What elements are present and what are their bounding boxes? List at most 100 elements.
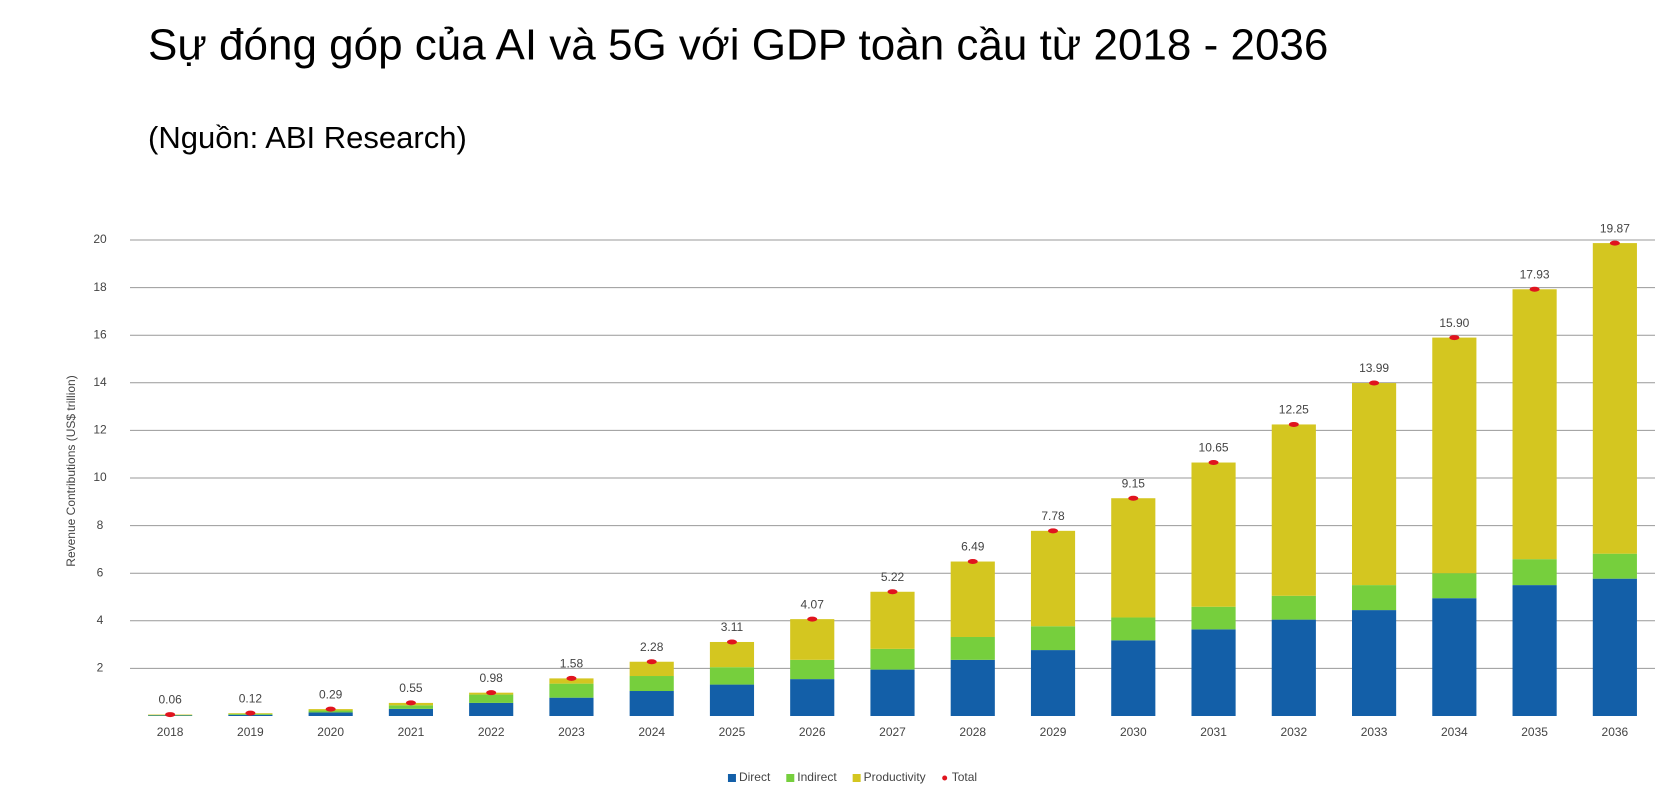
total-marker (1369, 380, 1380, 386)
x-tick-label: 2023 (558, 725, 585, 739)
bar-segment (1111, 640, 1156, 716)
bar-segment (629, 676, 674, 692)
bar-segment (1512, 585, 1557, 716)
x-tick-label: 2021 (398, 725, 425, 739)
bar-segment (709, 667, 755, 685)
legend-swatch (727, 774, 736, 782)
bar-segment (870, 669, 915, 716)
bar-segment (1111, 498, 1156, 618)
bar-segment (950, 659, 995, 716)
total-marker (245, 710, 256, 716)
bar-segment (950, 561, 995, 637)
total-marker (165, 712, 176, 718)
bar-segment (1352, 383, 1397, 586)
total-marker (807, 616, 818, 622)
bar-segment (469, 694, 514, 703)
bar-segment (1030, 650, 1076, 716)
x-tick-label: 2033 (1361, 725, 1388, 739)
x-tick-label: 2027 (879, 725, 906, 739)
bar-segment (1592, 578, 1637, 716)
bar-segment (790, 659, 835, 680)
bar-segment (1432, 598, 1477, 716)
y-tick-label: 8 (97, 518, 104, 532)
bar-segment (709, 684, 755, 716)
bar-segment (1191, 629, 1236, 716)
y-tick-label: 4 (97, 613, 104, 627)
total-marker (646, 659, 657, 665)
total-label: 12.25 (1279, 403, 1309, 417)
chart-subtitle: (Nguồn: ABI Research) (148, 120, 467, 155)
bar-segment (1271, 619, 1316, 716)
bar-segment (308, 712, 353, 716)
legend-label: Indirect (797, 770, 837, 784)
bar-segment (870, 648, 915, 670)
bar-segment (629, 661, 674, 677)
x-tick-label: 2028 (959, 725, 986, 739)
x-tick-label: 2034 (1441, 725, 1468, 739)
total-label: 7.78 (1041, 509, 1065, 523)
chart-title: Sự đóng góp của AI và 5G với GDP toàn cầ… (148, 21, 1328, 70)
legend-swatch (942, 775, 948, 781)
total-label: 2.28 (640, 640, 664, 654)
x-tick-label: 2025 (719, 725, 746, 739)
legend-swatch (786, 774, 795, 782)
total-marker (1288, 421, 1299, 427)
y-axis-label: Revenue Contributions (US$ trillion) (64, 375, 78, 566)
total-label: 5.22 (881, 570, 905, 584)
legend-label: Direct (739, 770, 771, 784)
bar-segment (1271, 424, 1316, 596)
legend: Direct Indirect Productivity Total (727, 770, 977, 784)
bar-segment (1352, 585, 1397, 611)
total-label: 3.11 (721, 620, 744, 634)
total-marker (1048, 528, 1059, 534)
x-tick-label: 2018 (157, 725, 184, 739)
legend-label: Total (952, 770, 977, 784)
bar-segment (1030, 530, 1076, 627)
x-tick-label: 2030 (1120, 725, 1147, 739)
x-tick-label: 2020 (317, 725, 344, 739)
total-label: 6.49 (961, 540, 985, 554)
x-tick-label: 2029 (1040, 725, 1067, 739)
y-tick-label: 2 (97, 661, 104, 675)
bar-segment (469, 702, 514, 716)
total-label: 0.29 (319, 687, 343, 701)
y-tick-label: 12 (93, 423, 107, 437)
bar-segment (1512, 289, 1557, 560)
total-marker (486, 690, 497, 696)
total-marker (1529, 286, 1540, 292)
total-marker (1208, 460, 1219, 466)
total-marker (325, 706, 336, 712)
x-tick-label: 2019 (237, 725, 264, 739)
bar-segment (790, 679, 835, 716)
bar-segment (870, 591, 915, 649)
x-tick-label: 2024 (638, 725, 665, 739)
total-label: 0.98 (480, 671, 504, 685)
bar-segment (549, 678, 594, 684)
total-label: 1.58 (560, 657, 584, 671)
bar-segment (549, 683, 594, 698)
total-marker (1609, 240, 1620, 246)
total-marker (405, 700, 416, 706)
x-tick-label: 2022 (478, 725, 505, 739)
y-tick-label: 14 (93, 375, 107, 389)
total-label: 9.15 (1122, 476, 1146, 490)
bar-segment (950, 636, 995, 660)
bar-segment (1271, 595, 1316, 620)
bar-segment (1592, 243, 1637, 554)
bar-segment (1352, 610, 1397, 716)
total-marker (1449, 335, 1460, 341)
total-label: 13.99 (1359, 361, 1389, 375)
y-tick-label: 18 (93, 280, 107, 294)
y-tick-label: 6 (97, 565, 104, 579)
total-label: 19.87 (1600, 221, 1630, 235)
total-label: 0.12 (239, 691, 263, 705)
x-tick-label: 2031 (1200, 725, 1227, 739)
bar-segment (1111, 617, 1156, 641)
x-tick-label: 2032 (1280, 725, 1307, 739)
x-tick-label: 2035 (1521, 725, 1548, 739)
legend-swatch (852, 774, 861, 782)
total-label: 10.65 (1199, 441, 1229, 455)
bar-segment (790, 619, 835, 660)
bar-segment (549, 697, 594, 716)
